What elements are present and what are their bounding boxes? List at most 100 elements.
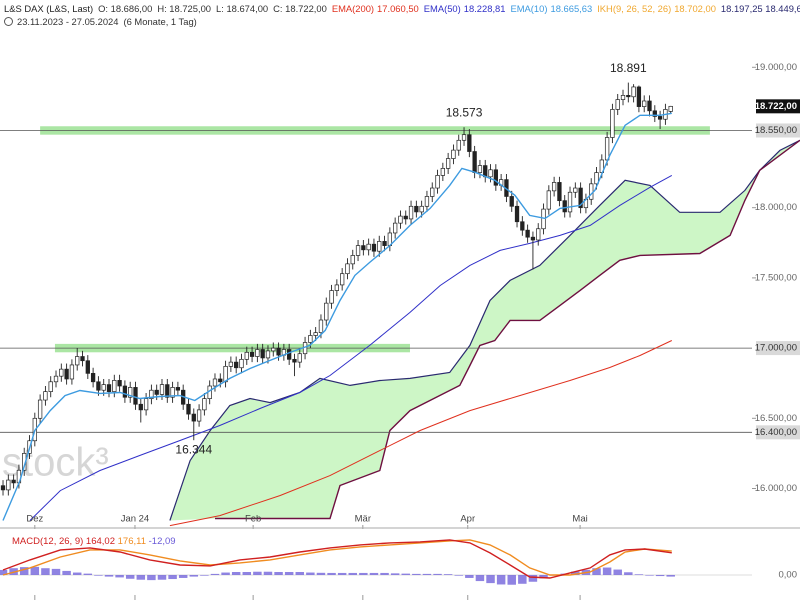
macd-histogram-bar	[0, 569, 8, 575]
candle-body	[350, 255, 355, 265]
candle-body	[165, 384, 170, 398]
candle-body	[393, 222, 398, 234]
ohlc-value: H: 18.725,00	[157, 3, 212, 14]
candle-body	[520, 221, 525, 231]
candle-body	[371, 243, 377, 252]
macd-histogram-bar	[316, 572, 326, 575]
macd-histogram-bar	[465, 574, 474, 578]
candle-body	[530, 236, 536, 241]
macd-histogram-bar	[221, 572, 230, 575]
last-price-box	[756, 99, 800, 114]
candle-body	[636, 86, 642, 107]
candle-body	[159, 384, 165, 395]
candle-body	[414, 205, 419, 213]
candle-body	[456, 139, 461, 151]
macd-histogram-bar	[189, 574, 199, 577]
macd-histogram-bar	[496, 574, 506, 585]
candle-body	[112, 380, 117, 392]
macd-histogram-bar	[274, 572, 283, 575]
candle-body	[488, 169, 493, 178]
legend-value: 18.665,63	[550, 3, 593, 14]
candle-body	[324, 302, 329, 321]
macd-histogram-bar	[253, 571, 262, 575]
candle-body	[191, 413, 196, 422]
y-tick-label: 17.500,00	[755, 272, 797, 283]
ohlc-value: C: 18.722,00	[273, 3, 327, 14]
header-line: L&S DAX (L&S, Last) O: 18.686,00 H: 18.725…	[4, 2, 800, 15]
period-span: (6 Monate, 1 Tag)	[123, 16, 197, 27]
span-a	[169, 139, 800, 521]
macd-histogram-bar	[263, 571, 273, 575]
macd-histogram-bar	[242, 572, 252, 575]
candle-body	[287, 349, 292, 360]
candle-body	[377, 241, 382, 252]
candle-body	[75, 356, 80, 366]
macd-histogram-bar	[104, 574, 114, 577]
candle-body	[355, 245, 361, 256]
last-price-label: 18.722,00	[755, 101, 797, 112]
macd-histogram-bar	[475, 574, 485, 582]
y-tick-label: 19.000,00	[755, 62, 797, 73]
candle-body	[440, 168, 445, 176]
candle-body	[334, 284, 340, 291]
macd-histogram-bar	[306, 572, 315, 575]
candle-body	[647, 100, 652, 112]
macd-histogram-bar	[592, 568, 601, 575]
candle-body	[567, 191, 573, 213]
y-tick-label: 18.000,00	[755, 202, 797, 213]
candle-body	[101, 384, 106, 391]
candle-body	[11, 479, 16, 484]
macd-histogram-bar	[433, 573, 442, 575]
ema-line	[29, 174, 673, 521]
candle-body	[493, 169, 498, 186]
candle-body	[578, 187, 583, 209]
symbol: L&S DAX (L&S, Last)	[4, 3, 94, 14]
candle-body	[345, 263, 350, 275]
macd-legend: MACD(12, 26, 9) 164,02 176,11 -12,09	[12, 536, 176, 547]
candle-body	[573, 187, 578, 193]
candle-body	[90, 373, 96, 383]
candle-body	[138, 403, 143, 411]
span-b	[215, 139, 800, 520]
candle-body	[620, 95, 626, 100]
macd-tick-label: 0,00	[779, 569, 798, 580]
candle-body	[604, 137, 610, 161]
macd-histogram-bar	[401, 573, 410, 575]
candle-body	[562, 200, 567, 213]
candle-body	[234, 361, 239, 369]
candle-body	[212, 378, 218, 387]
macd-histogram-bar	[602, 567, 612, 575]
candle-body	[276, 347, 281, 356]
candle-body	[59, 368, 64, 377]
macd-histogram-bar	[486, 574, 495, 584]
candle-body	[594, 172, 599, 185]
candle-body	[37, 399, 43, 419]
macd-histogram-bar	[507, 574, 516, 585]
macd-legend-part: -12,09	[149, 536, 176, 547]
macd-histogram-bar	[115, 574, 124, 578]
candle-body	[382, 241, 387, 246]
macd-histogram-bar	[94, 574, 103, 576]
macd-histogram-bar	[666, 574, 675, 577]
candle-body	[525, 229, 530, 238]
legend-value: 18.702,00	[674, 3, 716, 14]
candle-body	[642, 100, 647, 107]
macd-histogram-bar	[284, 572, 294, 575]
macd-histogram-bar	[655, 574, 665, 577]
candle-body	[43, 391, 48, 401]
candle-body	[424, 196, 430, 207]
level-label: 18.550,00	[755, 125, 797, 136]
macd-histogram-bar	[210, 573, 220, 575]
macd-histogram-bar	[454, 574, 463, 576]
macd-line	[2, 539, 672, 579]
macd-histogram-bar	[348, 572, 357, 575]
candle-body	[536, 228, 541, 241]
macd-histogram-bar	[390, 573, 400, 575]
candle-body	[514, 205, 520, 223]
candle-body	[398, 215, 403, 224]
macd-histogram-bar	[327, 572, 336, 575]
candle-body	[430, 187, 435, 197]
candle-body	[228, 361, 234, 367]
candle-body	[128, 387, 133, 398]
